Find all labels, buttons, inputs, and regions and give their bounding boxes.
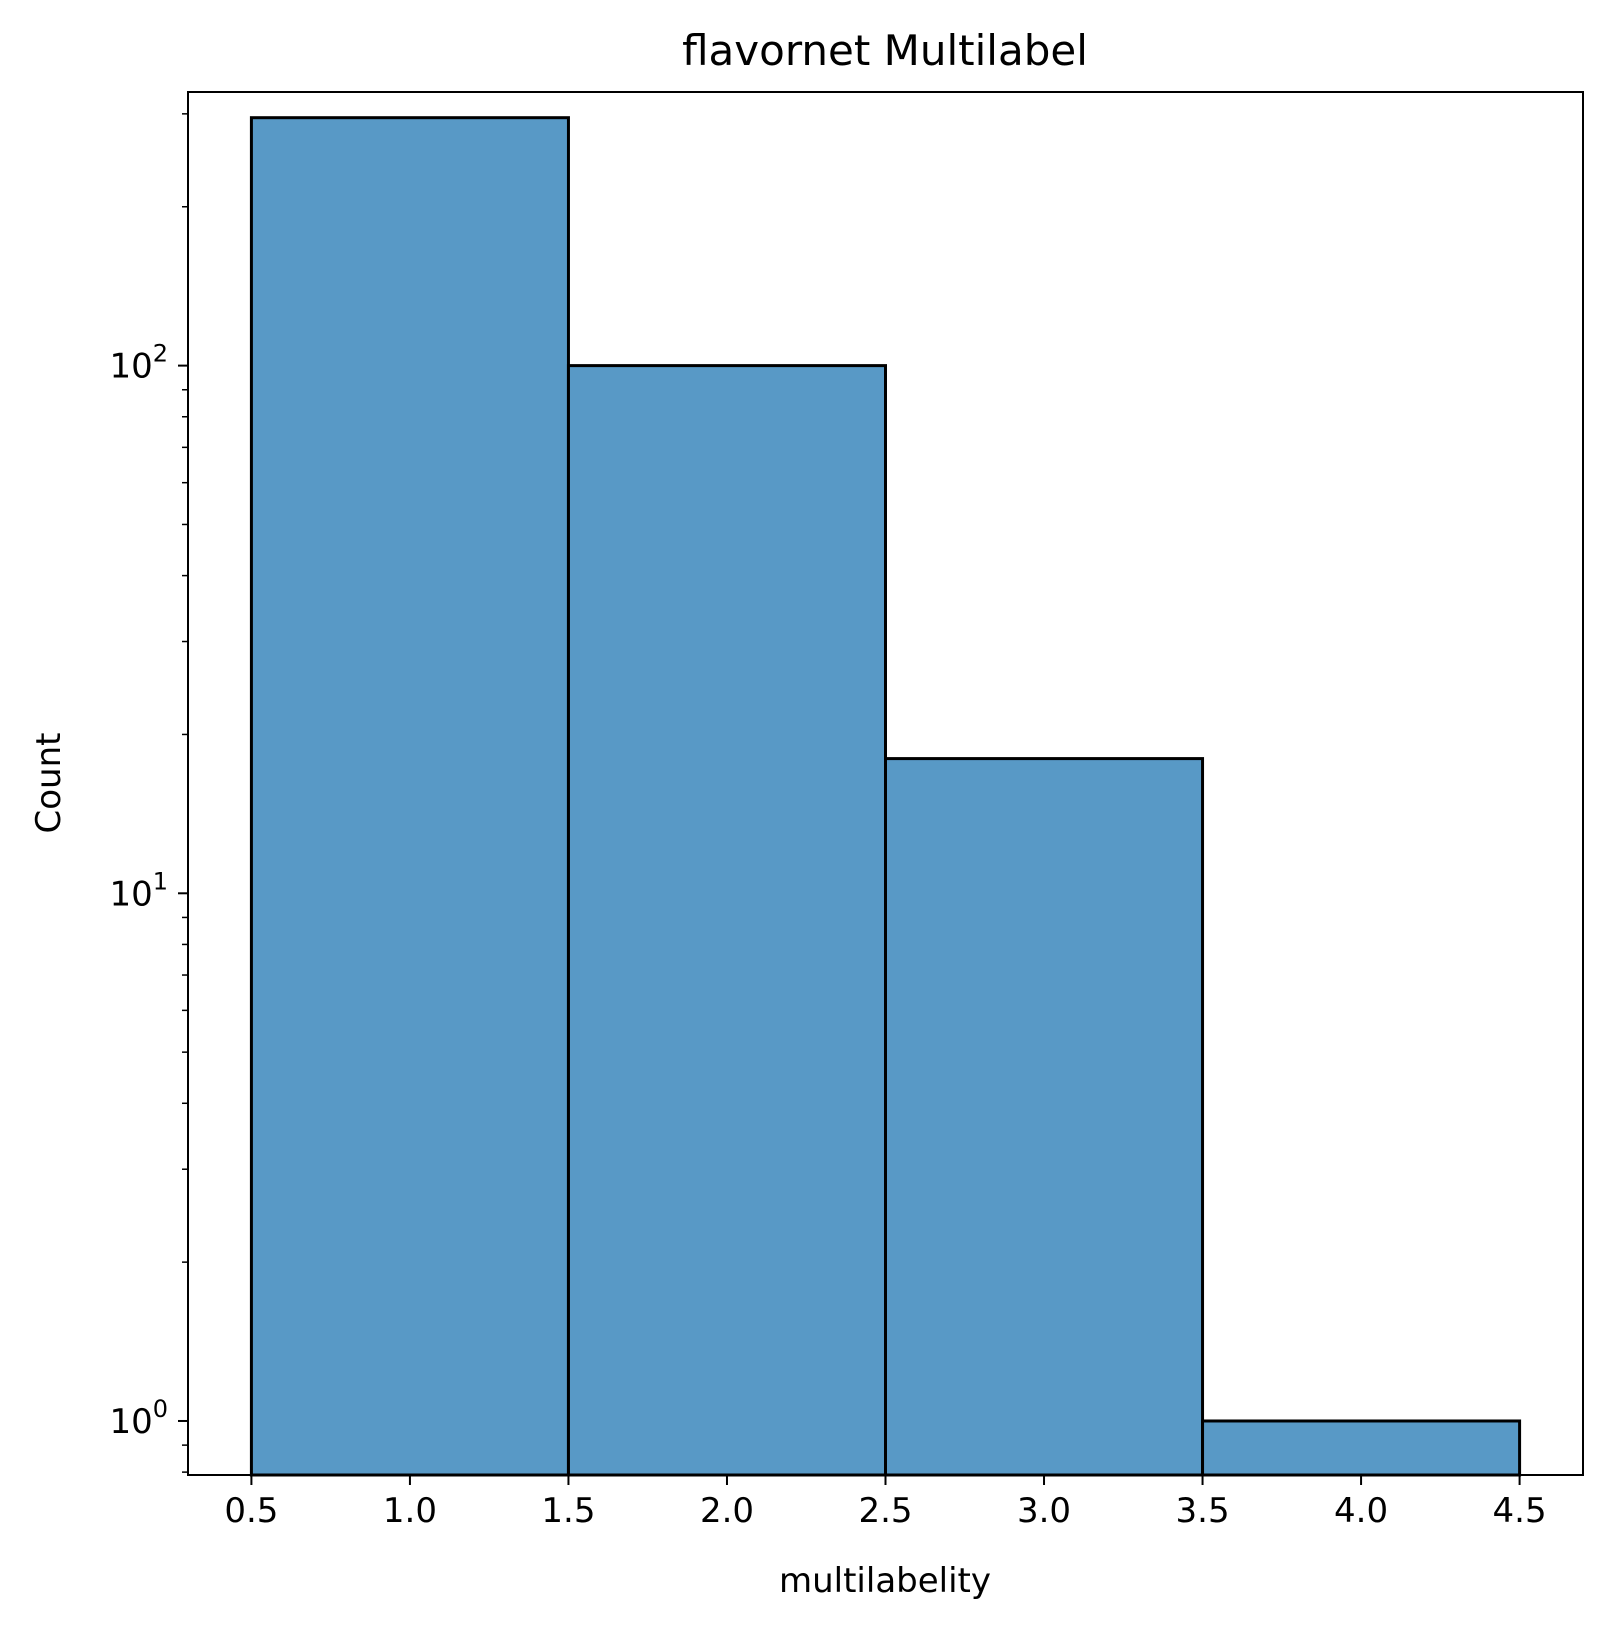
x-tick-label: 4.0 <box>1334 1491 1388 1531</box>
histogram-bar <box>566 364 887 1477</box>
bars-layer <box>249 116 1522 1477</box>
y-tick-base: 10 <box>109 347 152 387</box>
y-tick-label: 100 <box>109 1395 168 1442</box>
y-tick-exponent: 1 <box>153 867 168 895</box>
y-tick-exponent: 2 <box>153 340 168 368</box>
x-axis-label: multilabelity <box>779 1561 991 1601</box>
y-tick-exponent: 0 <box>153 1395 168 1423</box>
x-tick-label: 3.5 <box>1176 1491 1230 1531</box>
chart-title: flavornet Multilabel <box>682 26 1088 75</box>
y-tick-base: 10 <box>109 874 152 914</box>
x-tick-label: 1.0 <box>383 1491 437 1531</box>
x-tick-label: 4.5 <box>1493 1491 1547 1531</box>
x-tick-label: 1.5 <box>541 1491 595 1531</box>
x-tick-label: 2.0 <box>700 1491 754 1531</box>
plot-frame <box>187 91 1584 1476</box>
histogram-bar <box>884 757 1205 1477</box>
x-tick-label: 2.5 <box>858 1491 912 1531</box>
y-tick-base: 10 <box>109 1402 152 1442</box>
histogram-bar <box>249 116 570 1477</box>
x-tick-label: 0.5 <box>224 1491 278 1531</box>
major-ticks <box>178 364 1521 1485</box>
y-tick-label: 101 <box>109 867 168 914</box>
x-tick-label: 3.0 <box>1017 1491 1071 1531</box>
histogram-bar <box>1201 1419 1522 1477</box>
x-tick-labels: 0.5 1.0 1.5 2.0 2.5 3.0 3.5 4.0 4.5 <box>224 1491 1546 1531</box>
y-axis-label: Count <box>29 733 69 834</box>
y-tick-label: 102 <box>109 340 168 387</box>
